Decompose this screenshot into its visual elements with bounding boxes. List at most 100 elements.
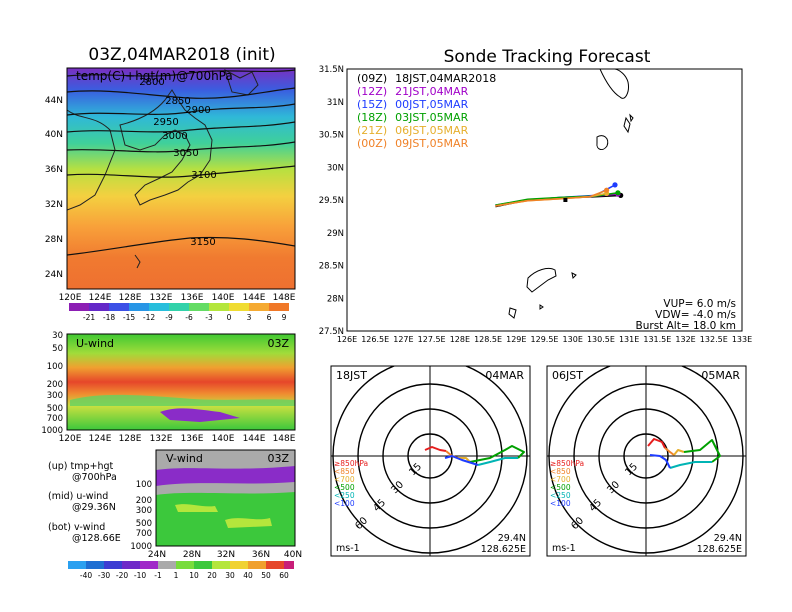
hodograph-2: 06JST 05MAR 15 30 45 60 ≥850hPa <850 <70… [546,365,747,557]
wind-scale-label: -30 [98,571,110,580]
p-tick: 1000 [41,426,63,436]
temp-scale-labels: -21 -18 -15 -12 -9 -6 -3 0 3 6 9 [83,313,287,322]
map-label: temp(C)+hgt(m)@700hPa [76,69,233,83]
lat-tick: 36N [252,550,270,560]
lon-tick: 148E [273,293,296,303]
p-tick: 500 [136,519,152,529]
pressure-legend-item: <100 [334,499,355,508]
lon-tick: 136E [181,434,204,444]
pressure-legend: ≥850hPa <850 <700 <500 <250 <100 [334,459,368,508]
lon-tick: 124E [89,293,112,303]
pressure-legend-item: <250 [550,491,571,500]
temp-scale-label: 6 [267,313,272,322]
p-tick: 100 [47,362,63,372]
y-tick-label: 30N [327,163,344,173]
temp-scale-label: -21 [83,313,95,322]
p-tick: 50 [52,344,63,354]
p-tick: 300 [136,506,152,516]
temp-scale-label: -18 [103,313,115,322]
lat-tick: 44N [45,96,63,106]
lon-tick: 144E [243,434,266,444]
polar-unit: ms-1 [336,543,360,554]
pressure-legend-item: <700 [550,475,571,484]
polar-loc-lon: 128.625E [481,544,526,555]
wind-scale-label: 30 [225,571,235,580]
note-line: (mid) u-wind [48,491,108,502]
wind-colorbar [68,561,294,569]
launch-info: VUP= 6.0 m/s VDW= -4.0 m/s Burst Alt= 18… [636,298,736,332]
temp-colorbar [69,303,289,311]
contour-label: 3000 [162,131,187,142]
temp-scale-label: -9 [165,313,173,322]
polar-date: 05MAR [701,369,740,382]
temp-scale-label: -3 [205,313,213,322]
legend-entry: (15Z) 00JST,05MAR [357,98,469,111]
lon-tick: 136E [181,293,204,303]
temp-scale-label: -6 [185,313,193,322]
legend-entry: (00Z) 09JST,05MAR [357,137,469,150]
y-tick-label: 29N [327,229,344,239]
contour-label: 2900 [185,105,210,116]
pressure-legend-item: <100 [550,499,571,508]
p-tick: 1000 [130,542,152,552]
map-frame [66,67,296,290]
p-tick: 500 [47,404,63,414]
track-land [508,69,634,319]
temp-scale-label: 9 [282,313,287,322]
uwind-panel: U-wind 03Z [66,333,296,431]
legend-entry: (21Z) 06JST,05MAR [357,124,469,137]
vwind-p-ticks: 100 200 300 500 700 1000 [130,480,152,552]
track-marker [563,198,568,202]
wind-scale-label: -1 [154,571,162,580]
pressure-legend-item: ≥850hPa [334,459,368,468]
note-line: @128.66E [72,533,121,544]
note-line: @700hPa [72,472,117,483]
x-tick-label: 126E [337,335,357,344]
contour-label: 2950 [153,117,178,128]
vwind-time: 03Z [267,452,289,465]
track-line [495,189,607,207]
p-tick: 700 [47,414,63,424]
contour-label: 2850 [165,96,190,107]
note-line: @29.36N [72,502,116,513]
y-tick-label: 30.5N [319,131,344,141]
x-tick-label: 129.5E [531,335,559,344]
lon-tick: 148E [273,434,296,444]
x-tick-label: 127E [393,335,413,344]
lat-tick: 32N [45,200,63,210]
y-tick-label: 31.5N [319,65,344,75]
pressure-legend-item: <700 [334,475,355,484]
x-tick-label: 128.5E [474,335,502,344]
pressure-legend-item: ≥850hPa [550,459,584,468]
lon-tick: 128E [119,293,142,303]
x-tick-label: 129E [506,335,526,344]
polar-time: 18JST [336,369,367,382]
uwind-time: 03Z [267,337,289,350]
track-frame [346,68,743,332]
vwind-label: V-wind [166,452,203,465]
wind-scale-label: 10 [189,571,199,580]
lat-tick: 24N [148,550,166,560]
polar-date: 04MAR [485,369,524,382]
x-tick-label: 132.5E [700,335,728,344]
temp-scale-label: -15 [123,313,135,322]
p-tick: 200 [47,380,63,390]
contour-labels: 2800 2850 2900 2950 3000 3050 3100 3150 [139,77,216,248]
x-tick-label: 128E [450,335,470,344]
landing-point [612,182,618,188]
lon-tick: 128E [119,434,142,444]
uwind-p-ticks: 30 50 100 200 300 500 700 1000 [41,331,63,436]
polar-loc-lat: 29.4N [498,533,526,544]
hodograph-1: 18JST 04MAR 15 30 45 60 ≥850hPa <850 <70… [330,365,531,557]
track-line [495,192,619,206]
lat-tick: 32N [217,550,235,560]
lon-tick: 144E [243,293,266,303]
wind-scale-label: 20 [207,571,217,580]
contour-label: 2800 [139,77,164,88]
pressure-legend-item: <500 [550,483,571,492]
panel-notes: (up) tmp+hgt @700hPa (mid) u-wind @29.36… [48,461,121,544]
polar-time: 06JST [552,369,583,382]
legend-entry: (12Z) 21JST,04MAR [357,85,469,98]
lon-tick: 120E [59,434,82,444]
